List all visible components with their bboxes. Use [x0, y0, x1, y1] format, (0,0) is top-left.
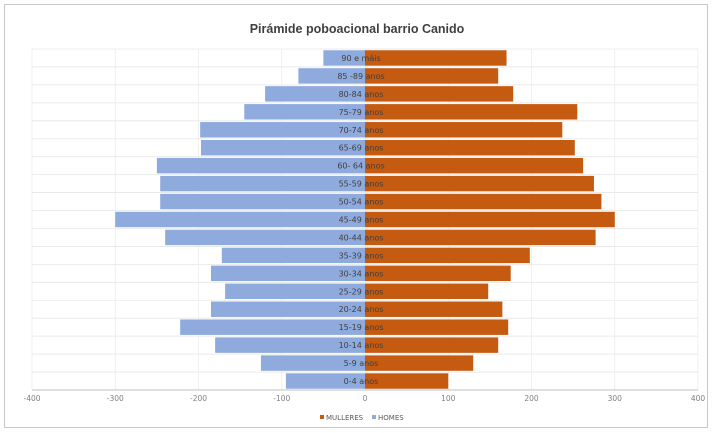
bar-homes: [265, 86, 365, 102]
age-group-label: 0-4 anos: [344, 377, 379, 386]
bar-mulleres: [365, 355, 474, 371]
x-tick-label: 200: [524, 394, 539, 403]
age-group-label: 10-14 anos: [339, 341, 384, 350]
legend-swatch-mulleres: [320, 415, 324, 419]
bar-homes: [285, 373, 365, 389]
age-group-label: 80-84 anos: [339, 90, 384, 99]
age-group-label: 45-49 anos: [339, 216, 384, 225]
legend-label-homes: HOMES: [378, 414, 404, 422]
bar-homes: [225, 283, 365, 300]
bar-mulleres: [365, 50, 507, 66]
x-tick-label: -200: [190, 394, 207, 403]
age-group-label: 50-54 anos: [339, 198, 384, 207]
bar-homes: [165, 229, 365, 246]
bar-homes: [260, 355, 365, 371]
bar-mulleres: [365, 247, 530, 264]
bar-mulleres: [365, 139, 575, 156]
bar-homes: [180, 319, 365, 335]
bar-mulleres: [365, 175, 594, 192]
age-group-label: 25-29 anos: [339, 287, 384, 296]
bar-homes: [200, 122, 365, 138]
age-group-label: 60- 64 anos: [337, 162, 384, 171]
age-group-label: 40-44 anos: [339, 233, 384, 242]
bar-homes: [244, 104, 365, 120]
age-group-label: 65-69 anos: [339, 144, 384, 153]
bar-homes: [210, 265, 365, 282]
legend-label-mulleres: MULLERES: [326, 414, 364, 422]
x-tick-label: 400: [691, 394, 706, 403]
age-group-label: 20-24 anos: [339, 305, 384, 314]
bar-mulleres: [365, 337, 499, 353]
bar-mulleres: [365, 104, 578, 120]
x-tick-label: -100: [273, 394, 290, 403]
bar-mulleres: [365, 373, 449, 389]
age-group-label: 55-59 anos: [339, 180, 384, 189]
legend-swatch-homes: [372, 415, 376, 419]
x-tick-label: 300: [608, 394, 623, 403]
bar-homes: [323, 50, 365, 66]
bar-homes: [221, 247, 365, 264]
bar-mulleres: [365, 157, 584, 174]
age-group-label: 35-39 anos: [339, 251, 384, 260]
age-group-label: 5-9 anos: [344, 359, 379, 368]
bar-homes: [298, 68, 365, 84]
bar-homes: [215, 337, 365, 353]
bar-mulleres: [365, 301, 503, 317]
bar-homes: [160, 175, 365, 192]
bar-mulleres: [365, 229, 596, 246]
age-group-label: 75-79 anos: [339, 108, 384, 117]
x-tick-label: -300: [107, 394, 124, 403]
age-group-label: 70-74 anos: [339, 126, 384, 135]
bar-mulleres: [365, 211, 615, 228]
bar-mulleres: [365, 319, 509, 335]
age-group-label: 90 e máis: [341, 54, 380, 63]
bar-mulleres: [365, 68, 499, 84]
x-tick-label: 100: [441, 394, 456, 403]
x-tick-label: -400: [23, 394, 40, 403]
bar-homes: [210, 301, 365, 317]
bar-homes: [160, 193, 365, 210]
bar-homes: [200, 139, 365, 156]
age-group-label: 85 -89 anos: [337, 72, 384, 81]
bar-mulleres: [365, 122, 563, 138]
age-group-label: 30-34 anos: [339, 269, 384, 278]
bar-mulleres: [365, 283, 489, 300]
bar-homes: [156, 157, 365, 174]
bar-homes: [115, 211, 365, 228]
bar-mulleres: [365, 193, 602, 210]
bar-mulleres: [365, 265, 511, 282]
chart-title: Pirámide poboacional barrio Canido: [249, 22, 465, 36]
bar-mulleres: [365, 86, 514, 102]
age-group-label: 15-19 anos: [339, 323, 384, 332]
x-tick-label: 0: [363, 394, 368, 403]
